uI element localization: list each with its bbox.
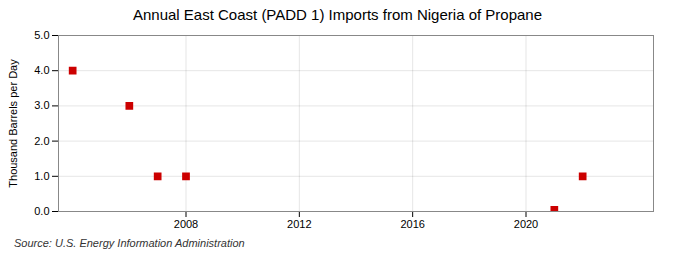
svg-text:5.0: 5.0 <box>34 29 49 41</box>
html-text:Annual East Coast (PADD 1) Imp: Annual East Coast (PADD 1) Imports from … <box>133 6 542 23</box>
svg-text:2008: 2008 <box>174 218 198 230</box>
svg-text:4.0: 4.0 <box>34 64 49 76</box>
svg-text:2.0: 2.0 <box>34 135 49 147</box>
svg-text:0.0: 0.0 <box>34 205 49 217</box>
svg-text:2012: 2012 <box>287 218 311 230</box>
svg-text:2016: 2016 <box>400 218 424 230</box>
html-text:Source: U.S. Energy Informatio: Source: U.S. Energy Information Administ… <box>14 237 245 249</box>
svg-text:3.0: 3.0 <box>34 99 49 111</box>
svg-text:Thousand Barrels per Day: Thousand Barrels per Day <box>7 59 19 188</box>
svg-text:1.0: 1.0 <box>34 170 49 182</box>
svg-text:2020: 2020 <box>514 218 538 230</box>
